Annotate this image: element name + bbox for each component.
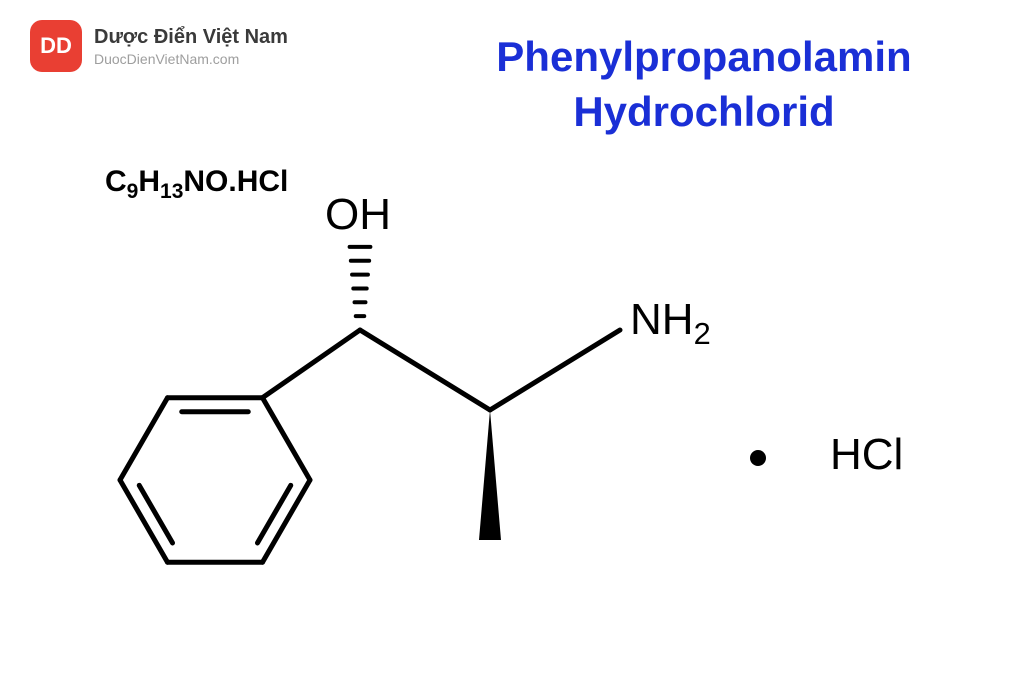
- title-line1: Phenylpropanolamin: [424, 30, 984, 85]
- molecular-formula: C9H13NO.HCl: [105, 165, 288, 204]
- structure-svg: [60, 200, 960, 640]
- compound-title: Phenylpropanolamin Hydrochlorid: [424, 30, 984, 139]
- logo-subtitle: DuocDienVietNam.com: [94, 51, 288, 67]
- label-nh2: NH2: [630, 295, 711, 352]
- label-oh: OH: [325, 190, 391, 240]
- chemical-structure: OH NH2 HCl: [60, 200, 960, 640]
- site-logo: DD Dược Điển Việt Nam DuocDienVietNam.co…: [30, 20, 288, 72]
- logo-title: Dược Điển Việt Nam: [94, 26, 288, 49]
- logo-text: Dược Điển Việt Nam DuocDienVietNam.com: [94, 26, 288, 67]
- logo-badge: DD: [30, 20, 82, 72]
- title-line2: Hydrochlorid: [424, 85, 984, 140]
- salt-dot: [750, 450, 766, 466]
- label-hcl: HCl: [830, 430, 903, 480]
